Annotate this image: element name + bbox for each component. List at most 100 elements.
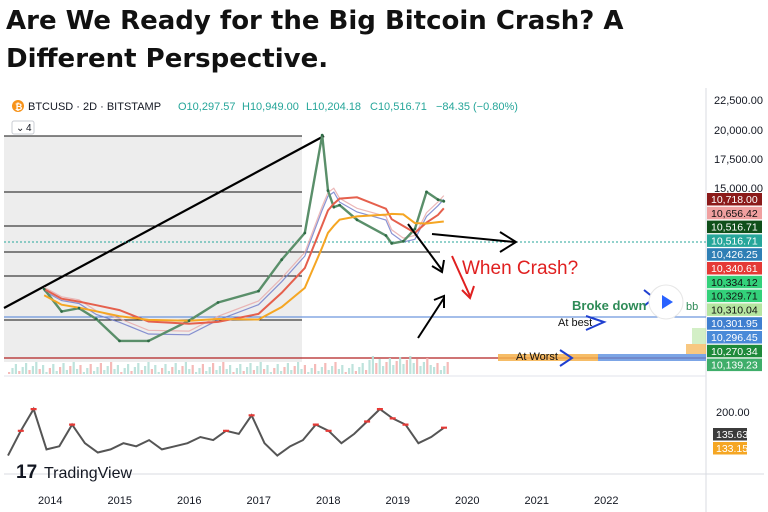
volume-bar [273,368,276,374]
volume-bar [188,369,191,374]
volume-bar [113,369,116,374]
volume-bar [293,366,296,374]
volume-bar [110,362,113,374]
volume-bar [208,367,211,374]
ohlc-high: H10,949.00 [242,101,299,113]
volume-bar [130,371,133,374]
time-tick-label: 2016 [177,495,201,507]
arrow-down-black-head [431,259,445,274]
price-point [355,218,359,222]
price-point [303,231,307,235]
ohlc-change: −84.35 (−0.80%) [436,101,518,113]
volume-bar [419,366,422,374]
price-label-box [707,248,762,261]
volume-bar [365,370,368,374]
volume-bar [232,372,235,374]
volume-bar [205,371,208,374]
volume-bar [392,365,395,374]
price-label-text: 10,656.42 [711,208,758,220]
volume-bar [246,367,249,374]
volume-bar [198,368,201,374]
price-label-text: 10,310.04 [711,304,758,316]
volume-bar [62,363,65,374]
volume-bar [120,372,123,374]
volume-bar [171,367,174,374]
volume-bar [106,366,109,374]
shaded-range-box [4,136,302,362]
volume-bar [76,369,79,374]
volume-bar [412,363,415,374]
volume-bar [416,359,419,374]
oscillator-label-text: 133.15 [716,443,748,455]
volume-bar [133,367,136,374]
price-point [77,306,81,310]
volume-bar [402,364,405,374]
volume-bar [303,365,306,374]
volume-bar [439,370,442,374]
oscillator-overbought-segments [17,408,447,432]
volume-bar [334,362,337,374]
indicator-count[interactable]: 4 [26,123,32,134]
price-label-box [707,344,762,358]
price-tick-label: 17,500.00 [714,154,763,166]
volume-bar [351,364,354,374]
volume-bar [161,368,164,374]
volume-bar [140,370,143,374]
volume-bar [252,370,255,374]
volume-bar [426,358,429,374]
price-point [338,203,341,207]
bitcoin-price-chart: When Crash? Broke down bb At best At Wor… [3,88,764,512]
volume-bar [69,366,72,374]
price-label-box [707,358,762,372]
ribbon-line-blue [43,191,445,336]
volume-bar [65,370,68,374]
tradingview-logo-icon: 17 [16,462,37,483]
price-label-box [707,275,762,289]
arrow-at-worst-blue [559,349,574,367]
price-point [60,310,63,313]
projection-box-blue [598,354,706,361]
price-point [425,190,428,194]
annotation-broke-down: Broke down [572,298,646,313]
price-point [401,239,405,243]
volume-bar [38,369,41,374]
volume-bar [358,367,361,374]
volume-bar [446,362,449,374]
time-axis-ticks: 2014 2015 2016 2017 2018 2019 2020 2021 2022 [38,495,618,507]
volume-bar [290,370,293,374]
price-point [390,242,394,245]
volume-bar [433,367,436,374]
volume-bar [378,359,381,374]
volume-bar [218,366,221,374]
price-point [384,234,388,237]
volume-bar [405,360,408,374]
volume-bar [137,363,140,374]
annotation-at-worst: At Worst [516,351,558,363]
oscillator-label-box [713,428,747,441]
volume-bar [28,370,31,374]
volume-bar [11,368,14,374]
volume-bar [300,369,303,374]
play-icon[interactable] [662,295,673,309]
price-point [332,205,336,209]
volume-bar [72,362,75,374]
volume-bar [154,365,157,374]
indicator-toggle-button[interactable] [11,120,35,135]
arrow-at-best-blue [585,315,607,331]
chevron-down-icon[interactable]: ⌄ [16,123,24,134]
volume-bar [35,362,38,374]
time-tick-label: 2021 [525,495,549,507]
price-tick-label: 22,500.00 [714,95,763,107]
price-label-text: 10,329.71 [711,291,758,303]
price-label-box [707,303,762,316]
volume-bar [25,363,28,374]
tradingview-wordmark: TradingView [44,465,132,482]
volume-bar [388,358,391,374]
volume-bar [82,372,85,374]
arrow-down-black [407,223,443,271]
volume-bar [178,370,181,374]
diagonal-trendline [3,135,325,309]
volume-bar [297,362,300,374]
play-video-widget[interactable] [648,284,684,320]
